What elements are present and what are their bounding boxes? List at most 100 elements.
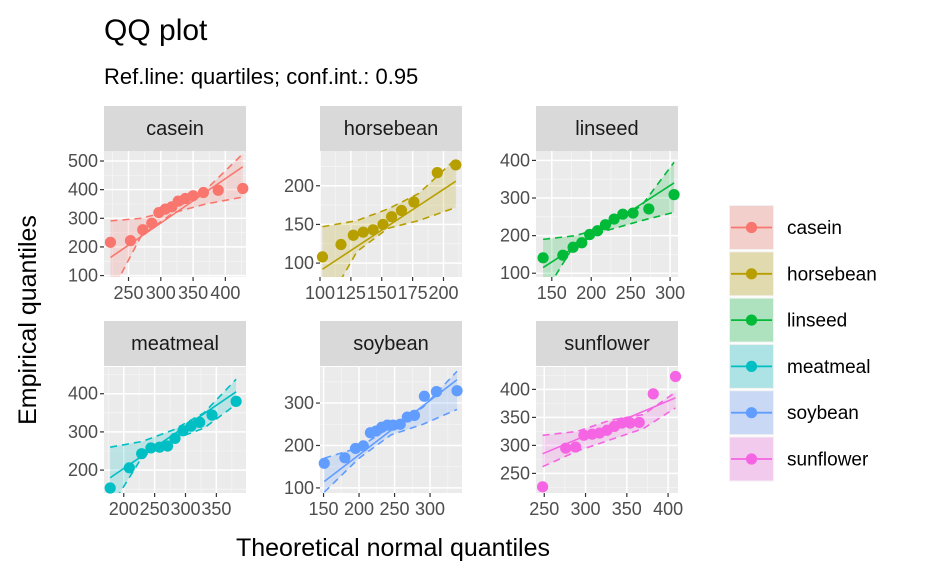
data-point-horsebean: [450, 159, 462, 171]
x-tick-label: 400: [653, 499, 683, 519]
y-tick-label: 200: [68, 237, 98, 257]
band-upper-meatmeal: [110, 378, 237, 448]
legend-item-horsebean: horsebean: [729, 251, 877, 297]
data-point-casein: [104, 236, 117, 248]
y-tick-label: 350: [500, 407, 530, 427]
x-tick-label: 250: [616, 283, 646, 303]
x-tick-label: 300: [146, 283, 176, 303]
data-point-meatmeal: [136, 448, 148, 460]
band-lower-sunflower: [542, 407, 676, 468]
data-point-soybean: [357, 440, 369, 452]
data-point-meatmeal: [104, 482, 116, 494]
y-tick-label: 200: [68, 460, 98, 480]
y-tick-label: 200: [284, 435, 314, 455]
x-tick-label: 250: [529, 499, 559, 519]
legend-item-linseed: linseed: [729, 297, 847, 343]
strip-label-linseed: linseed: [575, 118, 638, 140]
data-point-sunflower: [616, 417, 628, 429]
y-tick-label: 250: [500, 463, 530, 483]
x-tick-label: 175: [398, 283, 428, 303]
data-point-linseed: [617, 208, 629, 220]
x-tick-label: 350: [178, 283, 208, 303]
band-upper-linseed: [543, 161, 675, 241]
data-point-linseed: [627, 207, 639, 219]
strip-label-meatmeal: meatmeal: [131, 333, 219, 355]
x-tick-label: 350: [612, 499, 642, 519]
data-point-sunflower: [578, 429, 590, 441]
band-lower-horsebean: [341, 206, 457, 277]
strip-casein: [104, 106, 246, 151]
x-tick-label: 150: [537, 283, 567, 303]
reference-line-horsebean: [322, 180, 457, 270]
data-point-meatmeal: [194, 416, 206, 428]
data-point-linseed: [591, 225, 604, 237]
data-point-casein: [146, 217, 158, 229]
y-tick-label: 300: [68, 208, 98, 228]
data-point-soybean: [339, 452, 351, 464]
data-point-horsebean: [377, 218, 389, 231]
data-point-horsebean: [395, 204, 408, 217]
strip-soybean: [320, 321, 462, 366]
x-tick-label: 200: [109, 499, 139, 519]
data-point-horsebean: [357, 226, 369, 238]
panel-sunflower: sunflower 250 300 350 400 250 300 350 400: [500, 321, 683, 519]
x-tick-label: 300: [571, 499, 601, 519]
data-point-casein: [187, 190, 199, 202]
y-tick-label: 300: [500, 435, 530, 455]
legend-item-meatmeal: meatmeal: [729, 343, 870, 389]
legend-label-linseed: linseed: [787, 311, 847, 332]
x-tick-label: 200: [344, 499, 374, 519]
legend-label-soybean: soybean: [787, 403, 859, 424]
y-tick-label: 200: [284, 176, 314, 196]
y-tick-label: 300: [500, 188, 530, 208]
data-point-linseed: [643, 203, 655, 215]
x-tick-label: 300: [655, 283, 685, 303]
confidence-band-casein: [110, 153, 243, 277]
strip-horsebean: [320, 106, 462, 151]
y-tick-label: 100: [68, 266, 98, 286]
confidence-band-linseed: [543, 162, 675, 277]
chart-subtitle: Ref.line: quartiles; conf.int.: 0.95: [104, 64, 418, 89]
data-point-casein: [212, 184, 224, 196]
x-tick-label: 200: [428, 283, 458, 303]
x-tick-label: 100: [305, 283, 335, 303]
y-tick-label: 200: [500, 226, 530, 246]
data-point-casein: [197, 186, 209, 199]
x-tick-label: 250: [114, 283, 144, 303]
strip-label-soybean: soybean: [353, 333, 429, 355]
y-tick-label: 150: [284, 214, 314, 234]
y-axis-title: Empirical quantiles: [14, 215, 42, 425]
data-point-meatmeal: [206, 409, 218, 421]
data-point-horsebean: [316, 251, 329, 263]
legend-key-point: [745, 360, 758, 372]
y-tick-label: 300: [284, 393, 314, 413]
legend-item-sunflower: sunflower: [729, 436, 869, 482]
y-tick-label: 500: [68, 151, 98, 171]
legend-label-casein: casein: [787, 218, 842, 239]
data-point-horsebean: [408, 196, 420, 208]
data-point-horsebean: [367, 224, 379, 236]
x-axis-title: Theoretical normal quantiles: [236, 534, 550, 562]
legend: casein horsebean linseed meatmeal soybean sun…: [729, 205, 877, 482]
y-tick-label: 100: [284, 253, 314, 273]
y-tick-label: 400: [68, 180, 98, 200]
panel-linseed: linseed 100 200 300 400 150 200 250 300: [500, 106, 685, 303]
y-tick-label: 100: [500, 263, 530, 283]
data-point-meatmeal: [185, 420, 197, 432]
data-point-sunflower: [560, 442, 572, 454]
data-point-soybean: [430, 386, 443, 398]
legend-key-point: [745, 268, 758, 280]
strip-meatmeal: [104, 321, 246, 366]
data-point-sunflower: [669, 370, 682, 383]
data-point-soybean: [394, 418, 406, 430]
data-point-sunflower: [624, 417, 636, 429]
data-point-meatmeal: [230, 395, 242, 407]
data-point-linseed: [557, 249, 569, 261]
x-tick-label: 350: [201, 499, 231, 519]
data-point-casein: [124, 235, 137, 247]
x-tick-label: 150: [309, 499, 339, 519]
legend-label-horsebean: horsebean: [787, 264, 877, 285]
